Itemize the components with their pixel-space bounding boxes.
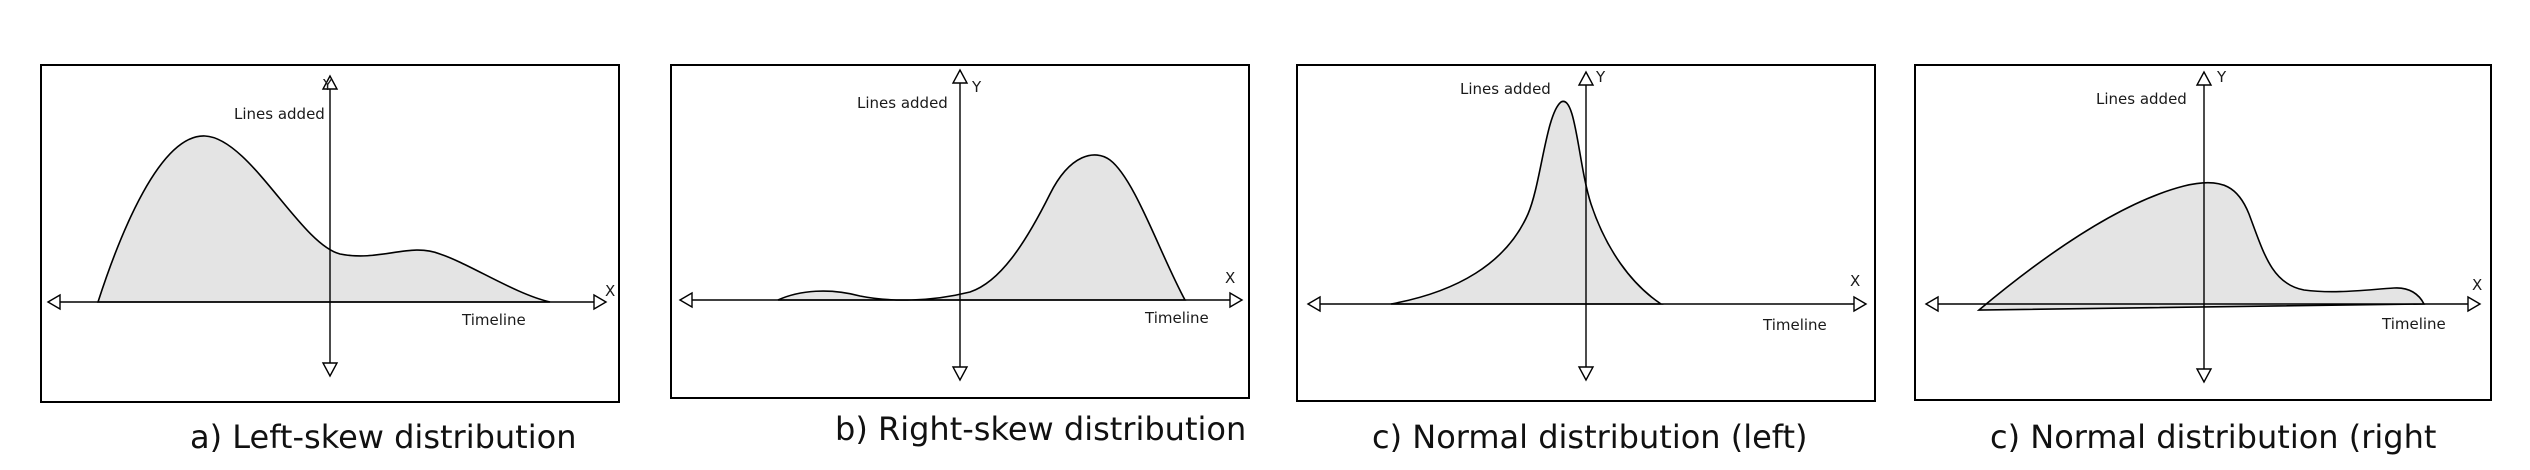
x-axis-letter: X	[1225, 269, 1235, 287]
y-axis-label: Lines added	[234, 105, 325, 123]
y-axis-letter: Y	[1595, 68, 1606, 86]
caption-normal-left: c) Normal distribution (left)	[1372, 418, 1808, 456]
y-axis-letter: Y	[322, 76, 333, 94]
panel-normal-right-svg: Y Lines added X Timeline	[1914, 64, 2492, 401]
y-axis-top-arrow	[951, 68, 969, 84]
y-axis-top-arrow	[321, 74, 339, 90]
y-axis-top-arrow	[2195, 70, 2213, 86]
caption-normal-right: c) Normal distribution (right	[1990, 418, 2437, 456]
y-axis-bottom-arrow	[2195, 368, 2213, 384]
panel-normal-left-svg: Y Lines added X Timeline	[1296, 64, 1876, 402]
x-axis-right-arrow	[1229, 291, 1244, 309]
x-axis-left-arrow	[1306, 295, 1321, 313]
distribution-curve	[777, 154, 1187, 301]
caption-right-skew: b) Right-skew distribution	[835, 410, 1247, 448]
x-axis-label: Timeline	[1762, 316, 1827, 334]
panel-normal-right: Y Lines added X Timeline	[1914, 64, 2494, 404]
y-axis-label: Lines added	[1460, 80, 1551, 98]
distribution-curve	[1976, 181, 2426, 311]
x-axis-right-arrow	[593, 293, 608, 311]
distribution-curve	[96, 135, 551, 303]
y-axis-label: Lines added	[2096, 90, 2187, 108]
x-axis-letter: X	[605, 282, 615, 300]
x-axis-right-arrow	[2467, 295, 2482, 313]
x-axis-label: Timeline	[1144, 309, 1209, 327]
distribution-curve	[1390, 100, 1664, 305]
panel-left-skew-svg: Y Lines added X Timeline	[40, 64, 620, 403]
x-axis-right-arrow	[1853, 295, 1868, 313]
y-axis-bottom-arrow	[951, 366, 969, 382]
y-axis-label: Lines added	[857, 94, 948, 112]
x-axis-left-arrow	[678, 291, 693, 309]
panel-right-skew: Y Lines added X Timeline	[670, 64, 1250, 404]
panel-normal-left: Y Lines added X Timeline	[1296, 64, 1876, 404]
y-axis-top-arrow	[1577, 70, 1595, 86]
x-axis-label: Timeline	[461, 311, 526, 329]
y-axis-bottom-arrow	[1577, 366, 1595, 382]
x-axis-label: Timeline	[2381, 315, 2446, 333]
y-axis-letter: Y	[2216, 68, 2227, 86]
x-axis-letter: X	[1850, 272, 1860, 290]
x-axis-left-arrow	[46, 293, 61, 311]
y-axis-letter: Y	[971, 78, 982, 96]
y-axis-bottom-arrow	[321, 362, 339, 378]
x-axis-letter: X	[2472, 276, 2482, 294]
panel-right-skew-svg: Y Lines added X Timeline	[670, 64, 1250, 399]
caption-left-skew: a) Left-skew distribution	[190, 418, 577, 456]
x-axis-left-arrow	[1924, 295, 1939, 313]
panel-left-skew: Y Lines added X Timeline	[40, 64, 620, 404]
